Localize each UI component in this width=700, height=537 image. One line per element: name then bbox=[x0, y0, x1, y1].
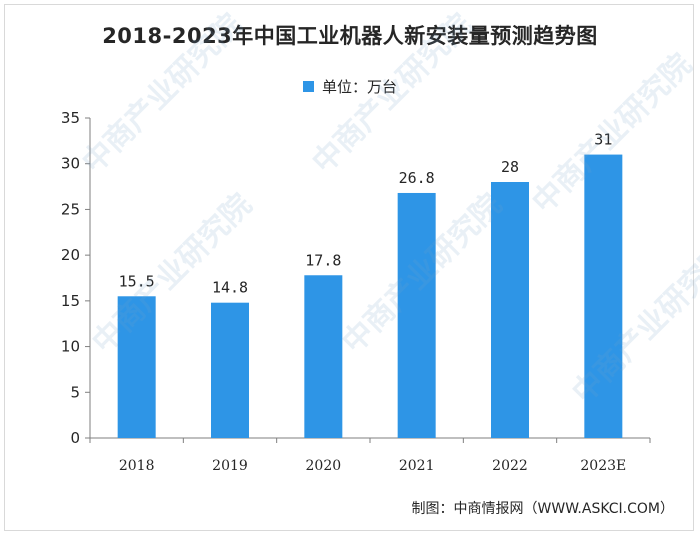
chart-frame bbox=[4, 4, 694, 531]
data-label: 15.5 bbox=[119, 272, 155, 290]
y-tick-label: 35 bbox=[61, 109, 80, 127]
y-tick-label: 0 bbox=[70, 429, 80, 447]
legend-label: 单位：万台 bbox=[321, 78, 397, 96]
bar bbox=[584, 154, 623, 439]
x-tick-label: 2021 bbox=[399, 458, 435, 474]
x-tick-label: 2019 bbox=[212, 458, 248, 474]
x-tick-label: 2018 bbox=[119, 458, 155, 474]
data-label: 31 bbox=[594, 131, 612, 149]
data-label: 14.8 bbox=[212, 279, 248, 297]
data-label: 17.8 bbox=[305, 251, 341, 269]
legend-swatch bbox=[302, 81, 314, 92]
bar bbox=[397, 192, 436, 438]
data-label: 26.8 bbox=[399, 169, 435, 187]
y-tick-label: 20 bbox=[61, 246, 80, 264]
bar bbox=[491, 182, 529, 438]
y-tick-label: 10 bbox=[61, 338, 80, 356]
data-label: 28 bbox=[501, 158, 519, 176]
bar bbox=[117, 296, 156, 438]
y-tick-label: 30 bbox=[61, 155, 80, 173]
chart-title: 2018-2023年中国工业机器人新安装量预测趋势图 bbox=[102, 24, 598, 48]
bar bbox=[304, 275, 343, 438]
bar bbox=[211, 302, 249, 438]
y-tick-label: 25 bbox=[61, 200, 80, 218]
y-tick-label: 5 bbox=[70, 383, 80, 401]
source-note: 制图：中商情报网（WWW.ASKCI.COM） bbox=[411, 501, 674, 517]
chart-legend: 单位：万台 bbox=[0, 76, 700, 97]
x-tick-label: 2020 bbox=[306, 458, 342, 474]
x-tick-label: 2023E bbox=[580, 458, 626, 474]
y-tick-label: 15 bbox=[61, 292, 80, 310]
x-tick-label: 2022 bbox=[492, 458, 528, 474]
